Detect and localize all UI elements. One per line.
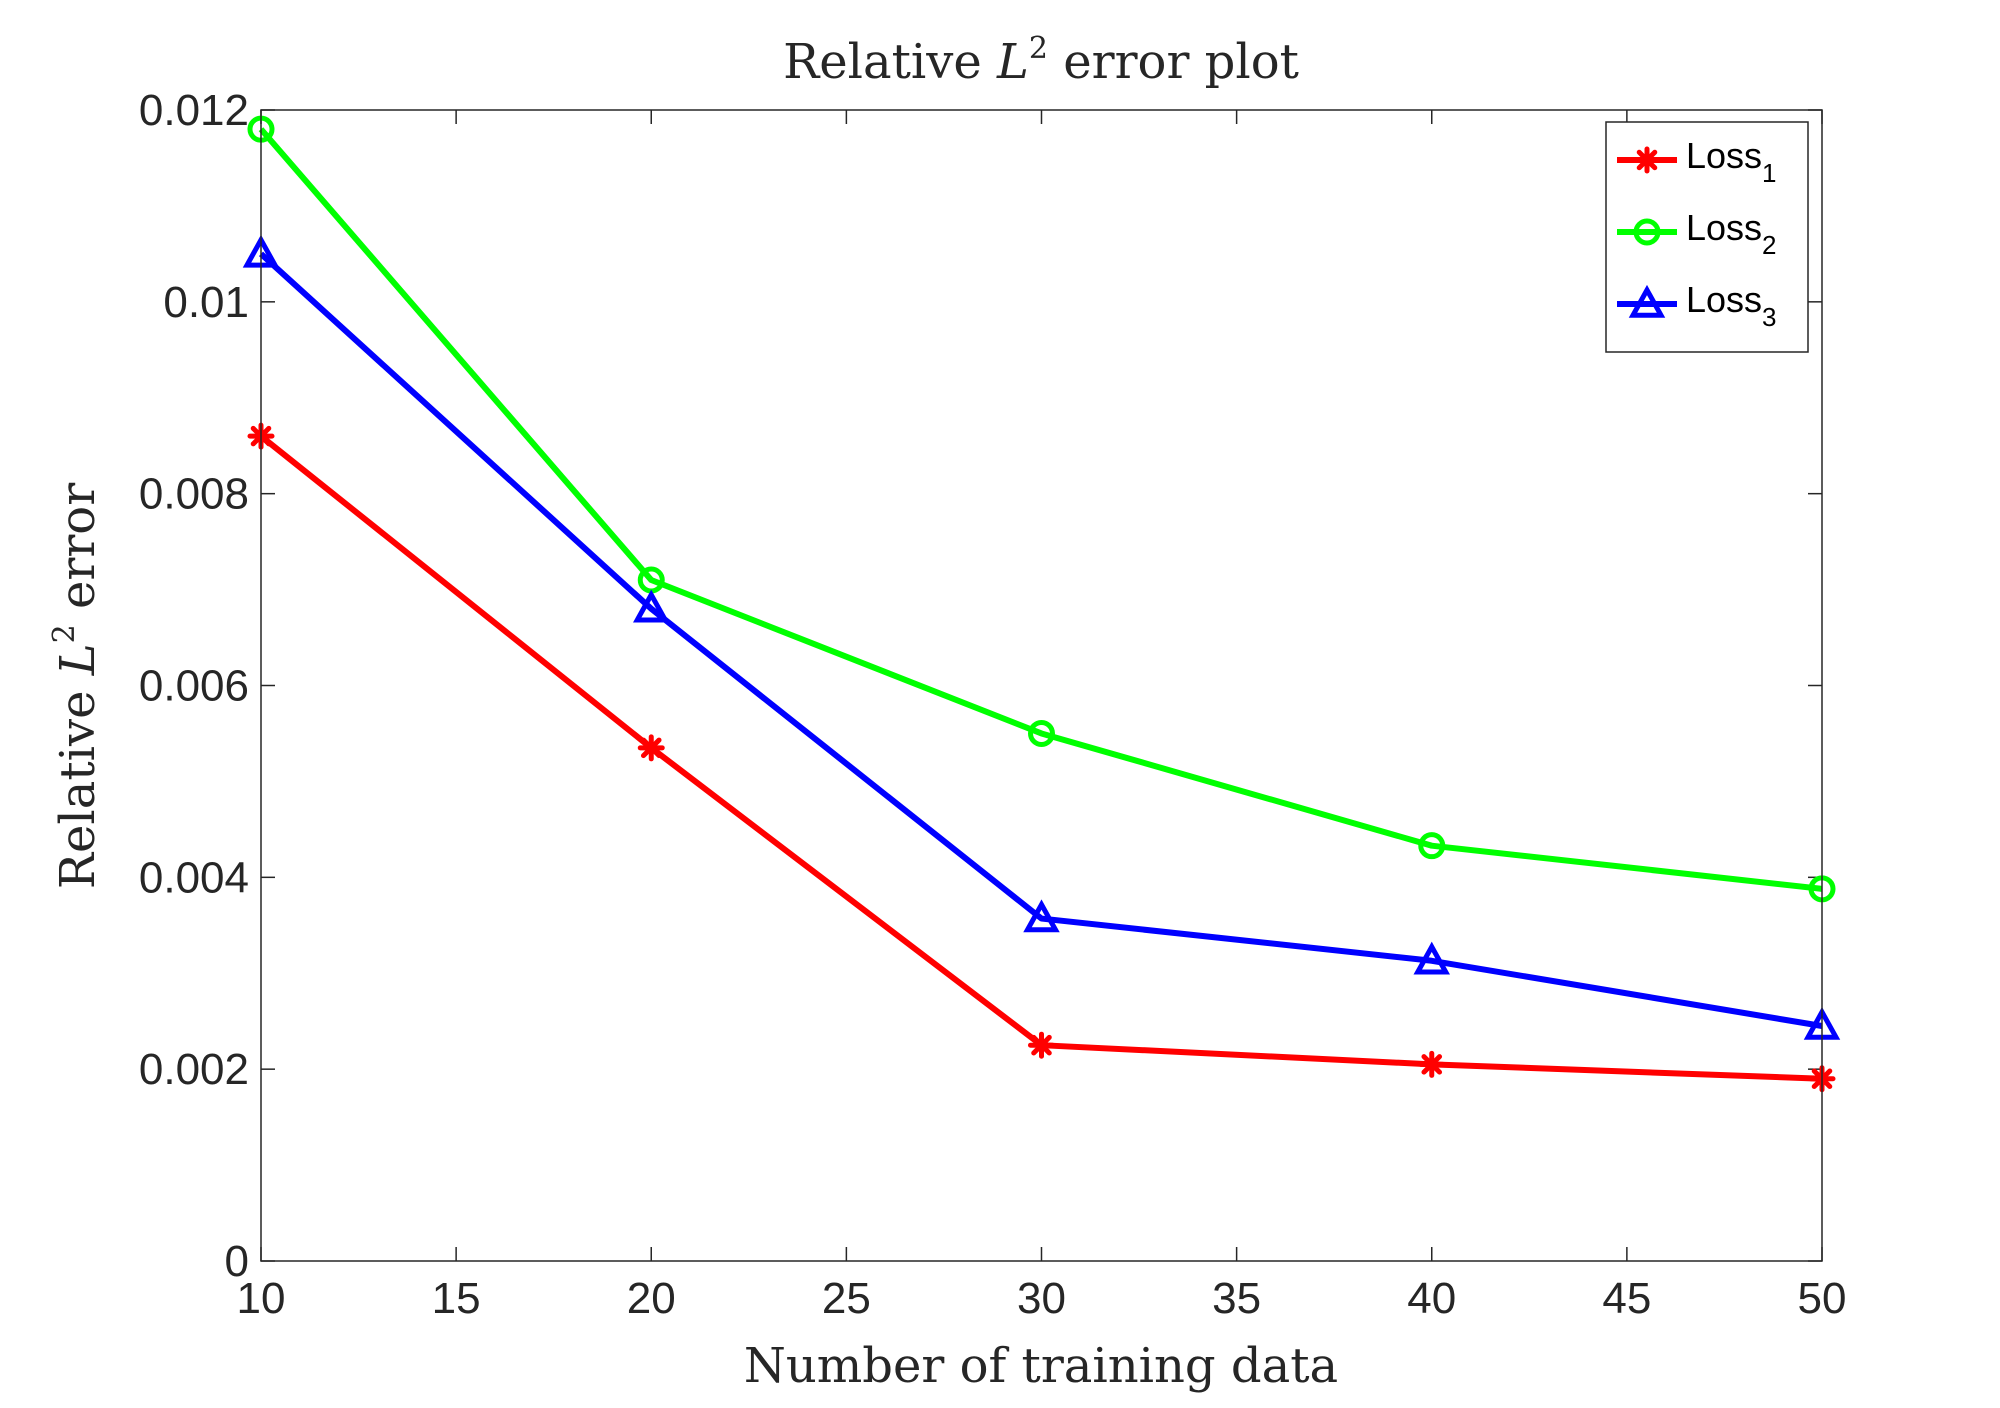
ylabel-var: L	[50, 643, 106, 676]
legend-subscript: 1	[1762, 158, 1776, 188]
y-axis-label: Relative L2 error	[47, 483, 106, 889]
y-tick-label: 0.008	[139, 470, 249, 519]
x-tick-label: 20	[627, 1274, 676, 1323]
legend-marker	[1633, 146, 1661, 174]
data-point-loss-1	[1028, 1031, 1055, 1059]
legend-marker	[1628, 284, 1666, 318]
data-point-loss-1	[1418, 1050, 1446, 1078]
x-tick-label: 50	[1798, 1274, 1847, 1323]
x-tick-label: 45	[1602, 1274, 1651, 1323]
y-tick-label: 0.006	[139, 662, 249, 711]
title-var: L	[996, 34, 1029, 90]
data-point-loss-2	[1028, 719, 1055, 747]
y-tick-label: 0.012	[139, 86, 249, 135]
legend-subscript: 2	[1762, 230, 1776, 260]
y-tick-label: 0.01	[163, 278, 249, 327]
x-tick-label: 10	[237, 1274, 286, 1323]
y-tick-label: 0.002	[139, 1045, 249, 1094]
x-tick-label: 25	[822, 1274, 871, 1323]
y-tick-label: 0.004	[139, 853, 249, 902]
x-tick-label: 40	[1407, 1274, 1456, 1323]
x-tick-label: 15	[432, 1274, 481, 1323]
y-tick-label: 0	[225, 1237, 249, 1286]
series-line-loss-2	[258, 127, 1823, 892]
axes-box	[260, 109, 1823, 1262]
legend-marker	[1633, 218, 1661, 246]
data-point-loss-2	[1418, 832, 1446, 860]
series-loss-3	[242, 234, 1841, 1040]
x-axis-label: Number of training data	[744, 1338, 1338, 1394]
data-point-loss-3	[633, 589, 670, 623]
plot-area	[261, 110, 1822, 1261]
ylabel-sup: 2	[47, 624, 82, 643]
ylabel-prefix: Relative	[50, 675, 106, 889]
series-line-loss-3	[258, 251, 1823, 1029]
data-point-loss-1	[637, 734, 665, 762]
x-tick-label: 35	[1212, 1274, 1261, 1323]
title-sup: 2	[1029, 31, 1048, 66]
title-prefix: Relative	[783, 34, 997, 90]
data-point-loss-3	[1413, 941, 1450, 975]
legend-subscript: 3	[1762, 302, 1776, 332]
x-tick-label: 30	[1017, 1274, 1066, 1323]
chart-title: Relative L2 error plot	[783, 31, 1299, 90]
title-suffix: error plot	[1048, 34, 1299, 90]
ylabel-suffix: error	[50, 483, 106, 624]
data-point-loss-3	[1023, 899, 1060, 933]
